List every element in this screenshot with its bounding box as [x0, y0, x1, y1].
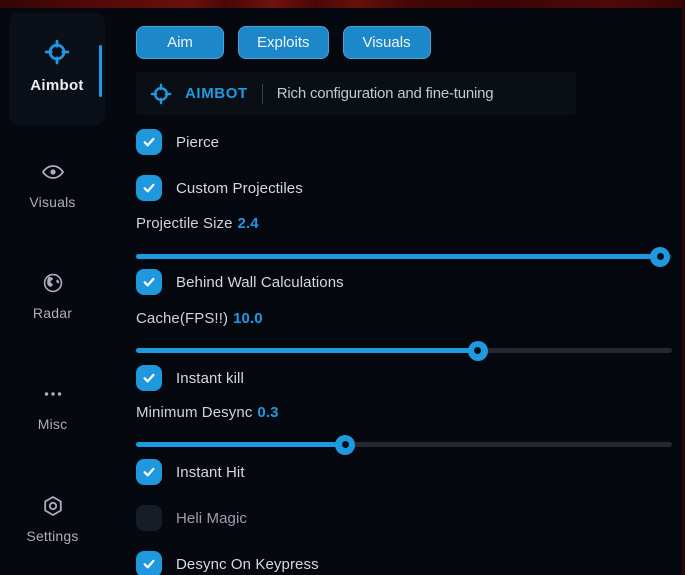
slider-label-minimum-desync: Minimum Desync 0.3: [136, 404, 279, 421]
slider-name: Projectile Size: [136, 215, 233, 232]
slider-handle[interactable]: [335, 434, 356, 455]
checkbox-custom-projectiles[interactable]: [136, 175, 162, 201]
checkbox-row-heli-magic: Heli Magic: [136, 505, 247, 531]
sidebar-item-label: Radar: [32, 305, 73, 321]
checkbox-instant-hit[interactable]: [136, 459, 162, 485]
slider-minimum-desync[interactable]: [136, 434, 672, 455]
tab-exploits[interactable]: Exploits: [238, 26, 329, 59]
gear-icon: [0, 494, 105, 523]
checkbox-row-pierce: Pierce: [136, 129, 219, 155]
checkbox-row-instant-hit: Instant Hit: [136, 459, 245, 485]
sidebar-item-label: Settings: [26, 528, 79, 544]
sidebar-item-radar[interactable]: Radar: [0, 271, 105, 321]
slider-fill: [136, 442, 346, 447]
checkbox-label: Desync On Keypress: [176, 555, 319, 573]
slider-value: 0.3: [257, 404, 279, 421]
active-indicator: [99, 45, 102, 97]
slider-handle-dot: [656, 253, 664, 260]
tab-bar: Aim Exploits Visuals: [136, 26, 431, 59]
sidebar-item-label: Visuals: [29, 194, 76, 210]
checkbox-row-instant-kill: Instant kill: [136, 365, 244, 391]
right-red-border: [682, 0, 685, 575]
sidebar-item-label: Aimbot: [30, 77, 84, 94]
crosshair-icon: [9, 39, 105, 70]
checkbox-pierce[interactable]: [136, 129, 162, 155]
slider-handle-dot: [341, 441, 349, 448]
checkbox-label: Custom Projectiles: [176, 179, 303, 197]
slider-value: 2.4: [237, 215, 259, 232]
slider-label-projectile-size: Projectile Size 2.4: [136, 215, 259, 232]
sidebar: Aimbot Visuals Radar Misc Settings: [0, 8, 130, 575]
sidebar-item-label: Misc: [37, 416, 68, 432]
top-red-border: [0, 0, 685, 8]
checkbox-row-desync-on-keypress: Desync On Keypress: [136, 551, 319, 575]
slider-fill: [136, 348, 478, 353]
checkbox-label: Pierce: [176, 133, 220, 151]
tab-aim[interactable]: Aim: [136, 26, 224, 59]
section-title: AIMBOT: [185, 85, 248, 102]
checkbox-instant-kill[interactable]: [136, 365, 162, 391]
slider-name: Cache(FPS!!): [136, 310, 229, 327]
eye-icon: [0, 160, 105, 189]
checkbox-heli-magic[interactable]: [136, 505, 162, 531]
ellipsis-icon: [0, 382, 105, 411]
section-header: AIMBOT Rich configuration and fine-tunin…: [136, 72, 576, 115]
slider-fill: [136, 254, 661, 259]
section-subtitle: Rich configuration and fine-tuning: [276, 85, 494, 102]
checkbox-row-behind-wall-calculations: Behind Wall Calculations: [136, 269, 344, 295]
slider-handle[interactable]: [467, 340, 488, 361]
sidebar-item-settings[interactable]: Settings: [0, 494, 105, 544]
slider-handle-dot: [474, 347, 482, 354]
slider-handle[interactable]: [650, 246, 671, 267]
sidebar-item-misc[interactable]: Misc: [0, 382, 105, 432]
header-divider: [261, 83, 263, 104]
checkbox-behind-wall-calculations[interactable]: [136, 269, 162, 295]
checkbox-label: Instant kill: [176, 369, 244, 387]
slider-projectile-size[interactable]: [136, 246, 672, 267]
checkbox-row-custom-projectiles: Custom Projectiles: [136, 175, 303, 201]
checkbox-desync-on-keypress[interactable]: [136, 551, 162, 575]
tab-visuals[interactable]: Visuals: [342, 26, 431, 59]
sidebar-item-visuals[interactable]: Visuals: [0, 160, 105, 210]
checkbox-label: Instant Hit: [176, 463, 245, 481]
slider-value: 10.0: [233, 310, 263, 327]
globe-icon: [0, 271, 105, 300]
crosshair-icon: [150, 83, 172, 105]
checkbox-label: Behind Wall Calculations: [176, 273, 344, 291]
checkbox-label: Heli Magic: [176, 509, 248, 527]
slider-label-cache-fps: Cache(FPS!!) 10.0: [136, 310, 263, 327]
sidebar-item-aimbot[interactable]: Aimbot: [9, 13, 105, 125]
slider-name: Minimum Desync: [136, 404, 253, 421]
slider-cache-fps[interactable]: [136, 340, 672, 361]
